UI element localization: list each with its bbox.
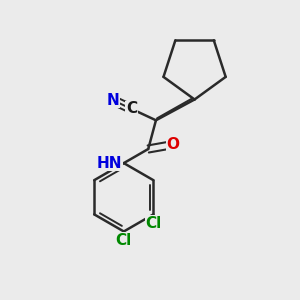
Text: Cl: Cl (116, 233, 132, 248)
Text: N: N (106, 93, 119, 108)
Text: Cl: Cl (145, 216, 161, 231)
Text: HN: HN (97, 156, 122, 171)
Text: C: C (126, 101, 137, 116)
Text: O: O (167, 137, 180, 152)
